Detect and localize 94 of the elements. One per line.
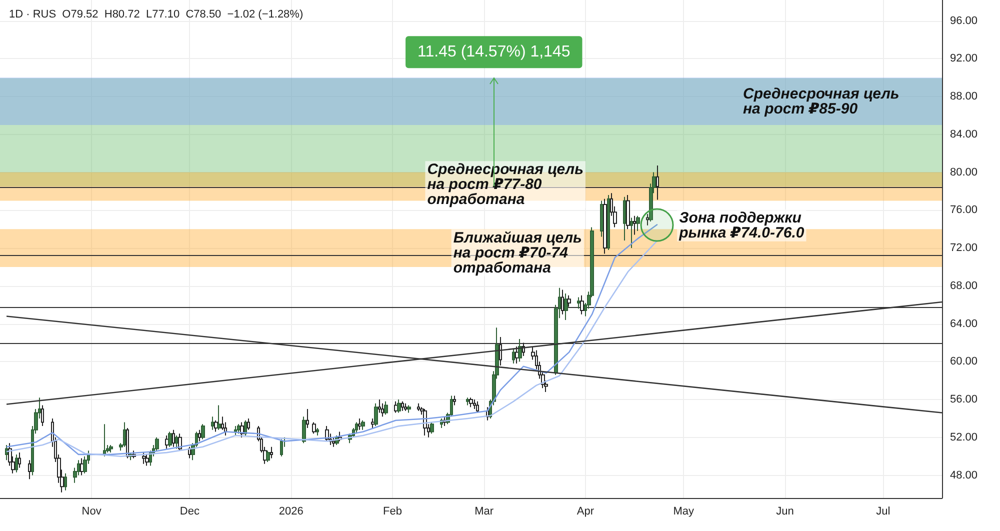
candlestick — [381, 402, 384, 418]
candlestick — [123, 422, 126, 448]
x-tick-label: Jun — [776, 506, 794, 518]
candlestick — [630, 217, 633, 249]
candlestick — [476, 400, 479, 414]
candlestick — [518, 338, 522, 362]
candlestick — [656, 164, 659, 200]
candlestick — [567, 294, 571, 308]
candlestick — [247, 418, 250, 430]
candlestick — [234, 426, 237, 436]
candlestick — [499, 336, 502, 366]
candlestick — [384, 400, 388, 416]
candlestick — [358, 418, 362, 430]
candlestick — [466, 397, 469, 406]
candlestick — [41, 404, 44, 427]
x-tick-label: 2026 — [278, 506, 304, 518]
y-tick-label: 72.00 — [950, 242, 978, 254]
candlestick — [266, 450, 270, 463]
y-tick-label: 52.00 — [950, 431, 978, 444]
candlestick — [473, 399, 476, 410]
candlestick — [564, 293, 568, 321]
candlestick — [636, 215, 640, 232]
candlestick — [607, 194, 610, 250]
candlestick — [109, 444, 113, 454]
candlestick — [175, 435, 178, 450]
y-tick-label: 96.00 — [950, 14, 978, 27]
candlestick — [453, 395, 456, 406]
candlestick — [561, 289, 564, 315]
candlestick — [401, 400, 404, 412]
y-tick-label: 60.00 — [950, 356, 978, 368]
candlestick — [603, 198, 607, 254]
annotation: 11.45 (14.57%) 1,145 — [418, 44, 570, 61]
y-tick-label: 68.00 — [950, 280, 978, 292]
candlestick — [198, 429, 201, 442]
candlestick — [355, 422, 358, 434]
candlestick — [168, 431, 172, 448]
candlestick — [64, 472, 67, 491]
y-tick-label: 64.00 — [950, 318, 978, 330]
candlestick — [633, 215, 636, 236]
candlestick — [15, 454, 18, 473]
candlestick — [646, 213, 649, 226]
y-tick-label: 88.00 — [950, 90, 978, 103]
x-tick-label: Jul — [876, 506, 890, 518]
annotation: Среднесрочная цель на рост ₽85-90 — [743, 85, 900, 118]
candlestick — [316, 427, 319, 436]
candlestick — [371, 418, 375, 428]
candlestick — [397, 399, 401, 414]
candlestick — [270, 446, 273, 459]
candlestick — [5, 444, 8, 461]
candlestick — [142, 452, 146, 464]
candlestick — [18, 452, 21, 468]
candlestick — [145, 454, 149, 466]
candlestick — [178, 433, 182, 452]
candlestick — [172, 429, 175, 448]
candlestick — [361, 420, 365, 430]
candlestick — [28, 460, 31, 480]
y-tick-label: 76.00 — [950, 204, 978, 216]
candlestick — [515, 346, 519, 364]
candlestick — [332, 436, 335, 448]
x-tick-label: May — [673, 506, 694, 518]
candlestick — [211, 416, 214, 430]
x-tick-label: Apr — [576, 506, 594, 518]
annotation: Зона поддержки рынка ₽74.0-76.0 — [678, 209, 805, 242]
candlestick — [280, 438, 283, 457]
candlestick — [374, 402, 378, 427]
x-tick-label: Dec — [180, 506, 200, 518]
x-tick-label: Nov — [82, 506, 102, 518]
y-tick-label: 84.00 — [950, 128, 978, 140]
candlestick — [430, 422, 434, 434]
y-tick-label: 80.00 — [950, 166, 978, 178]
candlestick — [512, 348, 515, 364]
y-tick-label: 56.00 — [950, 394, 978, 406]
candlestick — [580, 294, 584, 315]
candlestick — [469, 397, 473, 408]
candlestick — [623, 196, 626, 241]
y-tick-label: 92.00 — [950, 52, 978, 65]
candlestick — [407, 404, 411, 414]
candlestick — [378, 399, 381, 414]
candlestick — [577, 296, 581, 310]
candlestick — [312, 422, 316, 434]
candlestick — [217, 404, 221, 430]
candlestick — [302, 416, 306, 444]
candlestick — [80, 458, 84, 476]
annotation: Ближайшая цель на рост ₽70-74 отработана — [453, 229, 582, 276]
y-tick-label: 48.00 — [950, 469, 978, 482]
x-tick-label: Mar — [474, 506, 494, 518]
candlestick — [417, 402, 420, 412]
candlestick — [201, 424, 205, 440]
text: 1D · RUS O79.52 H80.72 L77.10 C78.50 −1.02 (−1.28%) — [9, 8, 304, 20]
candlestick — [306, 408, 309, 428]
candlestick — [404, 402, 407, 412]
candlestick — [626, 194, 630, 230]
candlestick — [126, 427, 129, 459]
x-tick-label: Feb — [383, 506, 402, 518]
